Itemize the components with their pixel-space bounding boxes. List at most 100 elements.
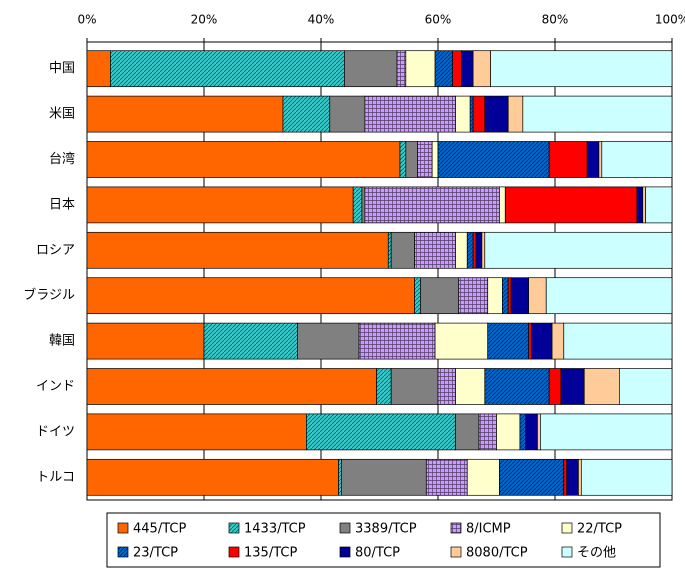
- bar-segment: [86, 186, 354, 224]
- bar-segment: [405, 50, 436, 88]
- y-tick-label: 韓国: [49, 334, 75, 349]
- bar-segment: [618, 368, 673, 405]
- bar-segment: [601, 141, 673, 178]
- y-tick-label: 日本: [49, 197, 75, 212]
- bar-segment: [434, 50, 453, 88]
- bar-segment: [499, 186, 506, 224]
- bar-segment: [472, 231, 477, 269]
- x-tick-label: 100%: [655, 13, 685, 27]
- legend-label: 3389/TCP: [355, 522, 417, 537]
- y-tick-label: 台湾: [49, 151, 75, 167]
- bar-segment: [452, 50, 462, 88]
- bar-segment: [455, 368, 486, 405]
- bar-segment: [481, 231, 486, 269]
- bar-segment: [86, 95, 284, 133]
- bar-segment: [528, 322, 532, 360]
- y-tick-label: ロシア: [36, 243, 75, 258]
- bar-segment: [86, 141, 401, 178]
- bar-segment: [548, 368, 562, 405]
- bar-segment: [425, 458, 468, 496]
- bar-segment: [531, 322, 553, 360]
- legend-box: [106, 512, 661, 568]
- x-tick-label: 40%: [308, 13, 335, 27]
- bar-segment: [525, 413, 538, 451]
- bar-segment: [344, 50, 398, 88]
- bar-segment: [560, 368, 585, 405]
- bar-segment: [399, 141, 407, 178]
- bar-segment: [528, 277, 547, 315]
- bar-segment: [110, 50, 345, 88]
- bar-segment: [487, 322, 530, 360]
- legend-swatch: [450, 546, 462, 558]
- x-tick-label: 80%: [542, 13, 569, 27]
- bar-segment: [461, 50, 474, 88]
- bar-segment: [86, 368, 377, 405]
- bar-segment: [306, 413, 456, 451]
- bar-segment: [583, 368, 620, 405]
- bar-segment: [566, 458, 579, 496]
- bar-segment: [466, 231, 474, 269]
- bar-segment: [417, 141, 433, 178]
- bar-segment: [437, 141, 550, 178]
- bar-segment: [329, 95, 366, 133]
- bar-segment: [519, 413, 527, 451]
- bar-segment: [551, 322, 565, 360]
- bar-segment: [636, 186, 644, 224]
- bar-segment: [487, 277, 503, 315]
- bar-segment: [361, 186, 366, 224]
- x-tick-label: 0%: [77, 13, 96, 27]
- bar-segment: [510, 277, 530, 315]
- y-tick-label: ドイツ: [36, 424, 75, 439]
- legend-label: 135/TCP: [244, 546, 297, 561]
- bar-segment: [475, 231, 483, 269]
- bar-segment: [469, 95, 474, 133]
- y-tick-label: ブラジル: [23, 287, 75, 303]
- bar-segment: [645, 186, 673, 224]
- bar-segment: [563, 458, 568, 496]
- bar-segment: [86, 458, 339, 496]
- bar-segment: [437, 368, 456, 405]
- legend-swatch: [339, 522, 351, 534]
- bar-segment: [405, 141, 418, 178]
- bar-segment: [586, 141, 600, 178]
- bar-segment: [507, 95, 524, 133]
- bar-segment: [376, 368, 392, 405]
- bar-segment: [414, 231, 456, 269]
- bar-segment: [540, 413, 673, 451]
- bar-segment: [203, 322, 298, 360]
- bar-segment: [364, 186, 500, 224]
- bar-segment: [499, 458, 565, 496]
- bar-segment: [472, 50, 492, 88]
- bar-segment: [390, 231, 415, 269]
- y-tick-label: 米国: [49, 107, 75, 122]
- x-tick-label: 20%: [191, 13, 218, 27]
- bar-segment: [396, 50, 407, 88]
- bar-segment: [484, 231, 673, 269]
- bar-segment: [563, 322, 673, 360]
- bar-segment: [455, 95, 471, 133]
- bar-segment: [297, 322, 360, 360]
- bar-segment: [352, 186, 363, 224]
- legend-label: 8080/TCP: [466, 546, 528, 561]
- bar-segment: [86, 231, 389, 269]
- bar-segment: [522, 95, 673, 133]
- bar-segment: [466, 458, 500, 496]
- bar-segment: [86, 50, 111, 88]
- legend-label: 8/ICMP: [466, 522, 511, 537]
- bar-segment: [364, 95, 456, 133]
- legend-label: 80/TCP: [355, 546, 400, 561]
- bar-segment: [478, 413, 497, 451]
- bar-segment: [358, 322, 436, 360]
- bar-segment: [434, 322, 489, 360]
- bar-segment: [502, 277, 509, 315]
- bar-segment: [86, 413, 307, 451]
- bar-segment: [341, 458, 427, 496]
- bar-segment: [472, 95, 486, 133]
- legend-label: 22/TCP: [577, 522, 622, 537]
- bar-segment: [496, 413, 521, 451]
- bar-segment: [484, 95, 509, 133]
- bar-segment: [504, 186, 638, 224]
- legend-swatch: [339, 546, 351, 558]
- bar-segment: [387, 231, 392, 269]
